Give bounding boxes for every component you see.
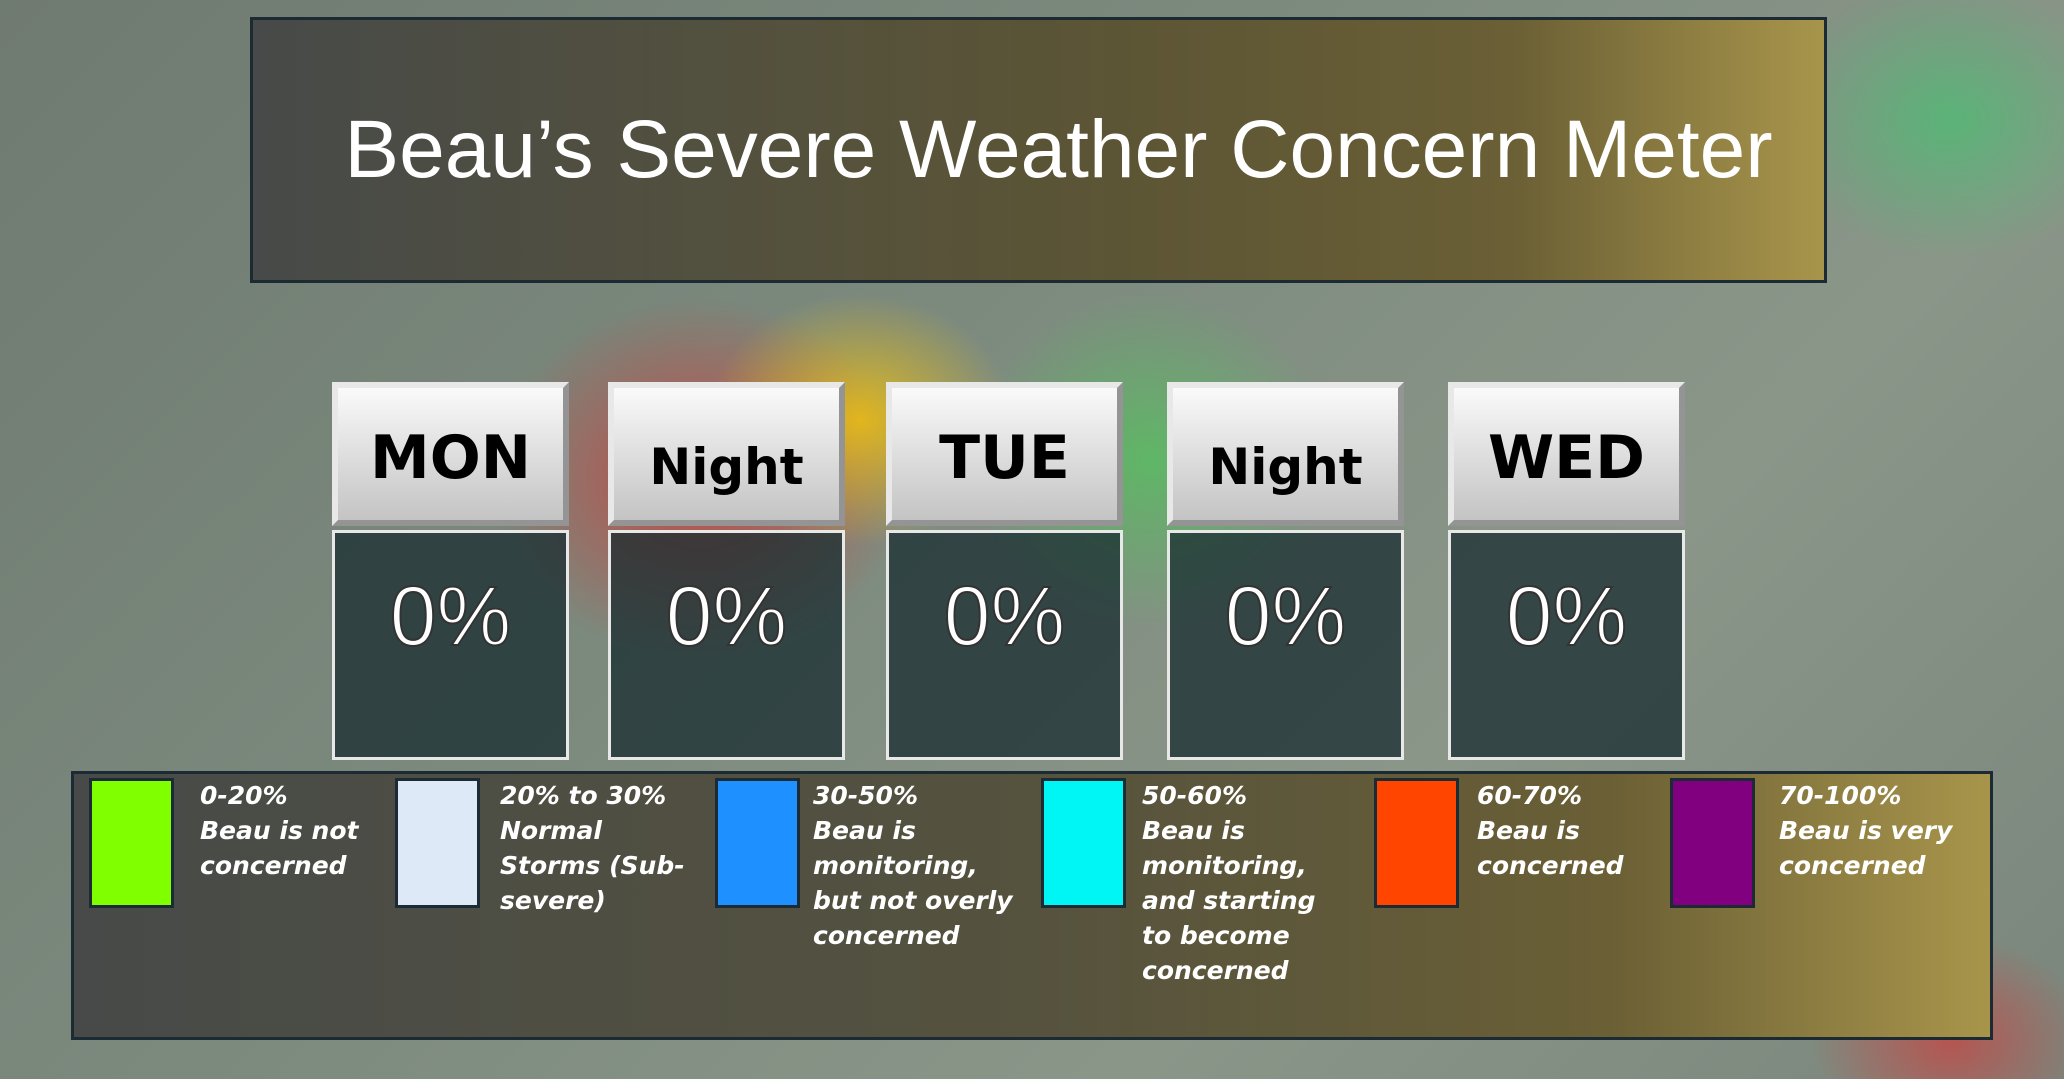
legend-text: 60-70% Beau is concerned [1477,778,1637,883]
legend-description: Beau is concerned [1477,816,1624,880]
legend-description: Beau is monitoring, and starting to beco… [1142,816,1316,985]
legend-range: 0-20% [200,781,288,810]
legend-description: Beau is very concerned [1779,816,1953,880]
period-value: 0% [608,530,845,760]
legend-text: 0-20% Beau is not concerned [200,778,360,883]
title-box: Beau’s Severe Weather Concern Meter [250,17,1827,283]
legend-swatch [715,778,800,908]
period-label: MON [332,382,569,526]
legend-range: 50-60% [1142,781,1248,810]
period-value: 0% [886,530,1123,760]
legend-description: Beau is monitoring, but not overly conce… [813,816,1013,950]
period-value: 0% [1448,530,1685,760]
period-label: WED [1448,382,1685,526]
period-value: 0% [1167,530,1404,760]
period-label: Night [608,382,845,526]
period-value: 0% [332,530,569,760]
legend-description: Normal Storms (Sub-severe) [500,816,685,915]
period-label: TUE [886,382,1123,526]
legend-swatch [1374,778,1459,908]
legend-range: 30-50% [813,781,919,810]
legend-swatch [1041,778,1126,908]
legend-range: 20% to 30% [500,781,667,810]
legend-description: Beau is not concerned [200,816,359,880]
legend-range: 70-100% [1779,781,1902,810]
legend-text: 20% to 30% Normal Storms (Sub-severe) [500,778,690,918]
title: Beau’s Severe Weather Concern Meter [344,104,1773,195]
legend-swatch [1670,778,1755,908]
legend-swatch [89,778,174,908]
legend-swatch [395,778,480,908]
legend-text: 30-50% Beau is monitoring, but not overly… [813,778,1013,953]
legend-text: 70-100% Beau is very concerned [1779,778,1969,883]
legend-range: 60-70% [1477,781,1583,810]
legend-text: 50-60% Beau is monitoring, and starting t… [1142,778,1322,988]
period-label: Night [1167,382,1404,526]
